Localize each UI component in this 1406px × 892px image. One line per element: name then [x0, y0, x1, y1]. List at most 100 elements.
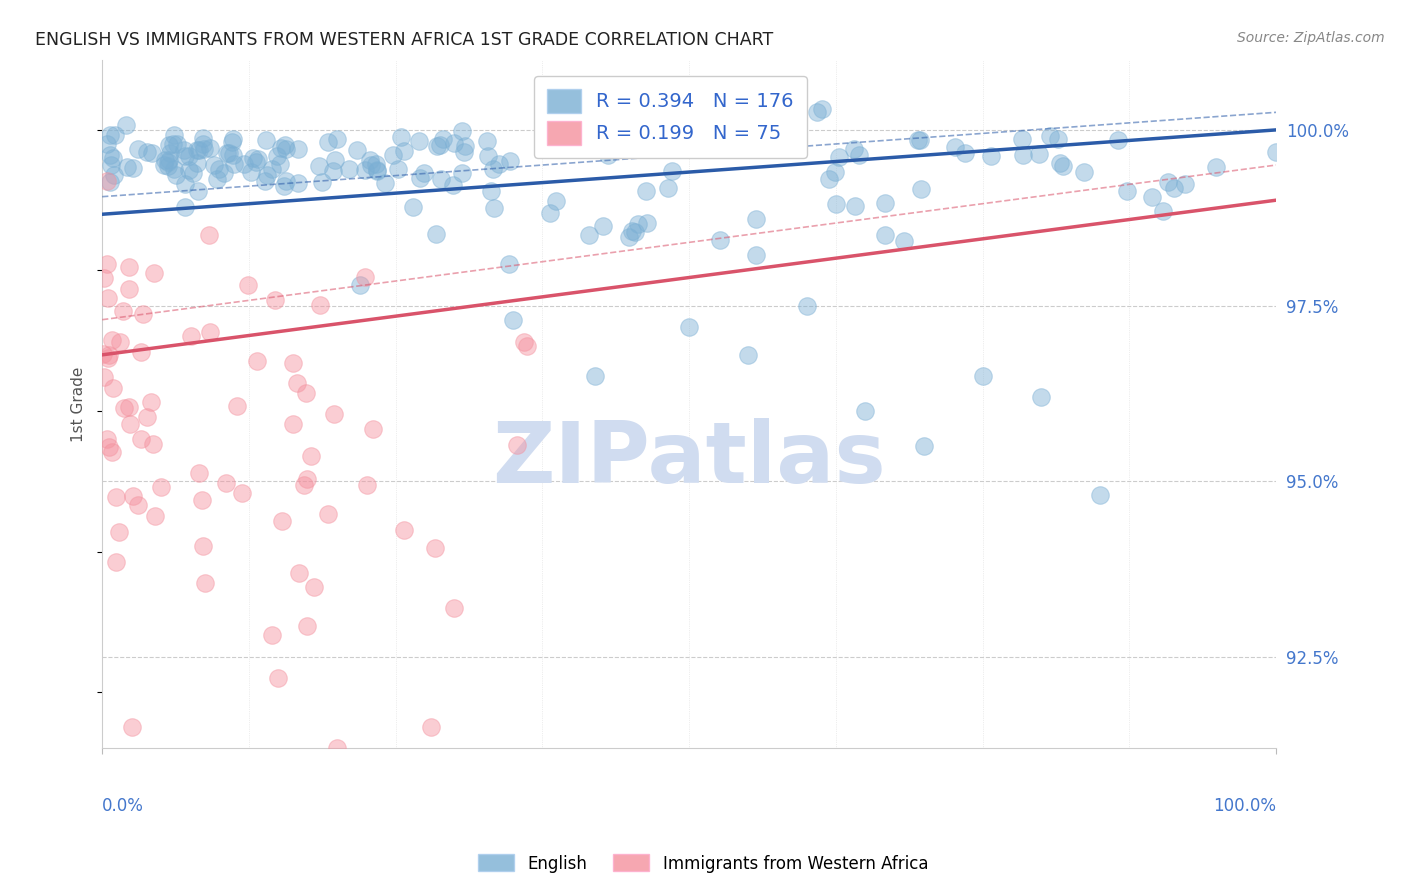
- Point: [544, 194, 567, 208]
- Point: [1205, 160, 1227, 174]
- Point: [254, 133, 277, 147]
- Point: [1047, 131, 1070, 145]
- Point: [907, 133, 929, 147]
- Point: [853, 404, 876, 418]
- Point: [429, 137, 451, 152]
- Point: [773, 120, 796, 135]
- Point: [108, 524, 131, 539]
- Point: [233, 157, 256, 171]
- Y-axis label: 1st Grade: 1st Grade: [72, 367, 86, 442]
- Point: [450, 124, 472, 138]
- Point: [215, 476, 238, 491]
- Point: [98, 175, 121, 189]
- Point: [426, 139, 449, 153]
- Point: [287, 566, 309, 580]
- Point: [98, 348, 121, 362]
- Point: [661, 163, 683, 178]
- Point: [844, 199, 866, 213]
- Point: [173, 149, 195, 163]
- Point: [295, 386, 318, 401]
- Point: [360, 158, 382, 172]
- Point: [274, 173, 297, 187]
- Point: [225, 400, 247, 414]
- Point: [139, 395, 162, 409]
- Point: [96, 137, 118, 152]
- Point: [366, 164, 388, 178]
- Point: [253, 174, 276, 188]
- Point: [238, 278, 260, 293]
- Point: [408, 134, 430, 148]
- Point: [156, 159, 179, 173]
- Point: [443, 600, 465, 615]
- Point: [349, 277, 371, 292]
- Point: [101, 445, 124, 459]
- Point: [101, 381, 124, 395]
- Point: [267, 671, 290, 685]
- Point: [309, 298, 332, 312]
- Point: [193, 539, 215, 553]
- Point: [100, 157, 122, 171]
- Point: [231, 485, 253, 500]
- Point: [142, 437, 165, 451]
- Point: [181, 165, 204, 179]
- Point: [1163, 181, 1185, 195]
- Point: [818, 171, 841, 186]
- Point: [745, 248, 768, 262]
- Point: [873, 227, 896, 242]
- Point: [103, 169, 125, 183]
- Point: [627, 218, 650, 232]
- Point: [96, 433, 118, 447]
- Point: [177, 163, 200, 178]
- Point: [506, 438, 529, 452]
- Point: [101, 151, 124, 165]
- Point: [156, 155, 179, 169]
- Point: [389, 130, 412, 145]
- Point: [910, 182, 932, 196]
- Point: [155, 153, 177, 168]
- Point: [617, 230, 640, 244]
- Point: [1116, 184, 1139, 198]
- Point: [477, 149, 499, 163]
- Point: [578, 228, 600, 243]
- Point: [260, 628, 283, 642]
- Point: [274, 142, 297, 156]
- Point: [129, 345, 152, 359]
- Point: [1157, 175, 1180, 189]
- Point: [191, 137, 214, 152]
- Point: [326, 741, 349, 756]
- Point: [202, 158, 225, 172]
- Point: [425, 541, 447, 556]
- Point: [240, 165, 263, 179]
- Point: [844, 142, 866, 156]
- Point: [425, 227, 447, 242]
- Point: [325, 153, 347, 168]
- Point: [311, 175, 333, 189]
- Point: [361, 422, 384, 436]
- Point: [346, 143, 368, 157]
- Point: [761, 125, 783, 139]
- Point: [943, 139, 966, 153]
- Point: [287, 176, 309, 190]
- Point: [908, 133, 931, 147]
- Point: [678, 319, 700, 334]
- Point: [135, 145, 157, 159]
- Point: [122, 489, 145, 503]
- Legend: English, Immigrants from Western Africa: English, Immigrants from Western Africa: [471, 847, 935, 880]
- Text: Source: ZipAtlas.com: Source: ZipAtlas.com: [1237, 31, 1385, 45]
- Point: [281, 417, 304, 431]
- Point: [198, 325, 221, 339]
- Point: [242, 151, 264, 165]
- Point: [292, 478, 315, 492]
- Point: [1088, 488, 1111, 502]
- Point: [374, 176, 396, 190]
- Point: [193, 131, 215, 145]
- Point: [356, 478, 378, 492]
- Point: [97, 351, 120, 365]
- Text: ENGLISH VS IMMIGRANTS FROM WESTERN AFRICA 1ST GRADE CORRELATION CHART: ENGLISH VS IMMIGRANTS FROM WESTERN AFRIC…: [35, 31, 773, 49]
- Point: [93, 270, 115, 285]
- Point: [143, 508, 166, 523]
- Point: [737, 348, 759, 362]
- Point: [222, 157, 245, 171]
- Point: [150, 480, 173, 494]
- Point: [502, 312, 524, 326]
